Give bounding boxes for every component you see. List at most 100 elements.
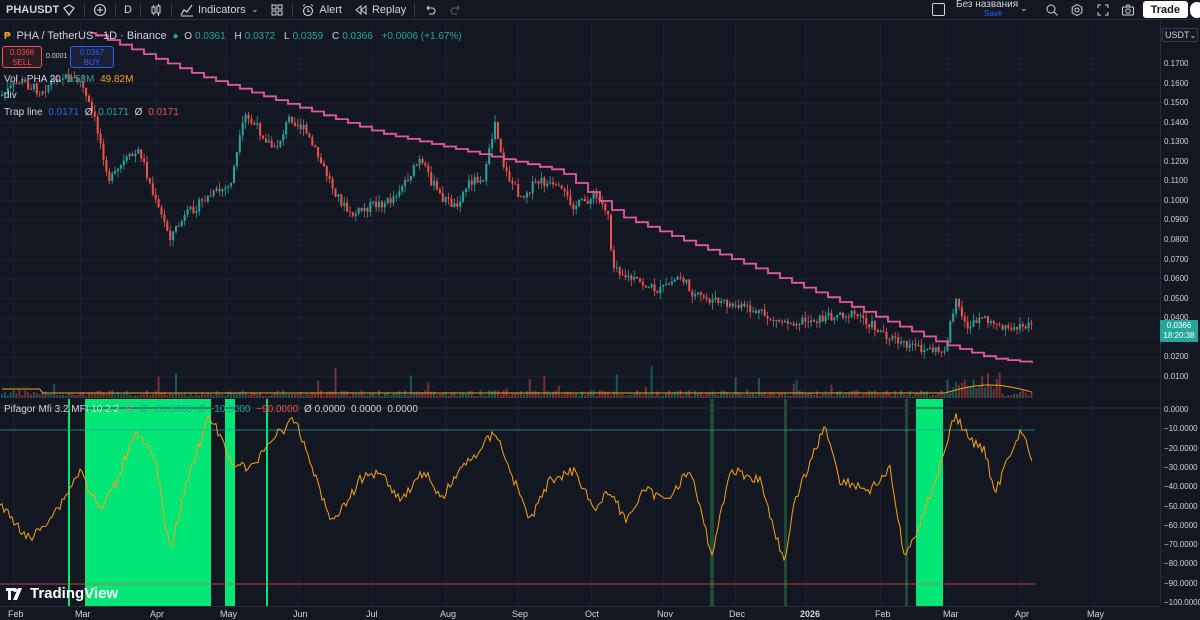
price-tick-label: 0.0600 xyxy=(1164,274,1189,284)
candle-body xyxy=(891,336,894,340)
interval-button[interactable]: D xyxy=(118,0,138,20)
redo-icon[interactable] xyxy=(443,0,469,20)
candle-body xyxy=(134,153,137,157)
mfi-legend[interactable]: Pifagor Mfi 3.2 MFI 10 2 2 ⚙ Ø −31.6400 … xyxy=(4,404,421,415)
candle-body xyxy=(981,317,984,319)
alert-button[interactable]: Alert xyxy=(295,0,348,20)
volume-bar xyxy=(285,394,288,398)
layout-name[interactable]: Без названия Save xyxy=(956,0,1018,18)
settings-icon[interactable]: ⚙ xyxy=(124,404,134,415)
candle-body xyxy=(175,225,177,232)
candle-body xyxy=(711,299,714,303)
candle-body xyxy=(853,310,856,314)
price-axis[interactable] xyxy=(1160,21,1200,605)
volume-bar xyxy=(911,395,914,398)
volume-bar xyxy=(453,391,456,398)
candle-body xyxy=(917,344,920,346)
volume-bar xyxy=(813,395,815,398)
candle-body xyxy=(380,201,383,208)
volume-bar xyxy=(322,395,325,398)
favorite-icon[interactable] xyxy=(56,0,82,20)
avatar[interactable] xyxy=(1190,2,1200,18)
volume-legend[interactable]: Vol · PHA 20 2.58M 49.82M xyxy=(4,74,136,85)
undo-icon[interactable] xyxy=(417,0,443,20)
volume-bar xyxy=(204,394,206,398)
candle-body xyxy=(569,195,572,205)
candle-body xyxy=(169,230,172,240)
volume-bar xyxy=(456,395,459,398)
currency-button[interactable]: USDT ⌄ xyxy=(1162,28,1198,42)
volume-bar xyxy=(627,395,630,398)
gear-icon[interactable] xyxy=(1070,3,1084,17)
div-legend[interactable]: div xyxy=(4,90,20,101)
layouts-icon[interactable] xyxy=(264,0,290,20)
replay-button[interactable]: Replay xyxy=(348,0,412,20)
mfi-value-1: Ø −31.6400 xyxy=(139,404,193,415)
candle-body xyxy=(56,78,59,82)
time-axis[interactable]: Feb Mar Apr May Jun Jul Aug Sep Oct Nov Dec 2026 Feb… xyxy=(0,606,1160,620)
volume-bar xyxy=(476,395,479,398)
volume-bar xyxy=(433,391,436,398)
chart-type-icon[interactable] xyxy=(143,0,169,20)
mfi-tick-label: −50.0000 xyxy=(1164,501,1198,511)
volume-bar xyxy=(195,392,198,398)
chevron-down-icon[interactable]: ⌄ xyxy=(1020,3,1028,13)
indicators-button[interactable]: Indicators ⌄ xyxy=(174,0,264,20)
volume-bar xyxy=(320,390,322,398)
volume-bar xyxy=(792,383,795,398)
candle-body xyxy=(969,326,972,329)
sell-label: SELL xyxy=(12,58,32,67)
layout-checkbox[interactable] xyxy=(932,3,945,16)
mfi-tick-label: −10.0000 xyxy=(1164,424,1198,434)
volume-bar xyxy=(972,379,975,398)
volume-bar xyxy=(404,390,407,398)
buy-button[interactable]: 0.0367 BUY xyxy=(70,46,114,68)
volume-bar xyxy=(117,392,119,398)
volume-bar xyxy=(418,392,421,398)
close-value: 0.0366 xyxy=(342,31,373,42)
symbol-search[interactable]: PHAUSDT xyxy=(0,0,59,20)
symbol-title[interactable]: PHA / TetherUS · 1D · Binance xyxy=(16,30,167,42)
last-price-tag: 0.0366 18:20:38 xyxy=(1160,320,1198,342)
add-symbol-icon[interactable] xyxy=(87,0,113,20)
volume-bar xyxy=(891,395,894,398)
price-tick-label: 0.1500 xyxy=(1164,98,1189,108)
chart-area[interactable] xyxy=(0,21,1160,606)
trap-line-legend[interactable]: Trap line 0.0171 Ø 0.0171 Ø 0.0171 xyxy=(4,107,182,118)
volume-bar xyxy=(937,394,940,398)
candle-body xyxy=(644,285,647,288)
candle-body xyxy=(827,312,830,316)
volume-bar xyxy=(902,394,905,398)
volume-bar xyxy=(369,393,372,398)
candle-body xyxy=(914,343,917,346)
candle-body xyxy=(679,277,682,279)
candle-body xyxy=(433,181,436,186)
volume-bar xyxy=(59,395,61,398)
candle-body xyxy=(824,315,827,322)
fullscreen-icon[interactable] xyxy=(1096,3,1110,17)
tradingview-logo[interactable]: TradingView xyxy=(6,585,118,602)
time-tick-label: Apr xyxy=(1015,609,1030,619)
volume-bar xyxy=(270,394,273,398)
candle-body xyxy=(369,202,372,213)
quick-search-icon[interactable] xyxy=(1045,3,1059,17)
candle-body xyxy=(456,203,459,207)
candle-body xyxy=(885,331,888,340)
trade-button[interactable]: Trade xyxy=(1142,1,1188,18)
candle-body xyxy=(760,309,763,311)
indicators-label: Indicators xyxy=(197,3,246,16)
volume-bar xyxy=(836,391,839,398)
candle-body xyxy=(27,82,30,89)
volume-bar xyxy=(601,390,604,398)
sell-button[interactable]: 0.0366 SELL xyxy=(2,46,42,68)
volume-bar xyxy=(644,386,647,398)
candle-body xyxy=(305,125,308,134)
volume-bar xyxy=(436,395,438,398)
volume-bar xyxy=(61,394,64,398)
volume-bar xyxy=(702,394,705,398)
camera-icon[interactable] xyxy=(1121,3,1135,17)
candle-body xyxy=(349,211,351,213)
candle-body xyxy=(166,221,169,231)
candle-body xyxy=(235,151,238,167)
volume-bar xyxy=(868,390,871,398)
